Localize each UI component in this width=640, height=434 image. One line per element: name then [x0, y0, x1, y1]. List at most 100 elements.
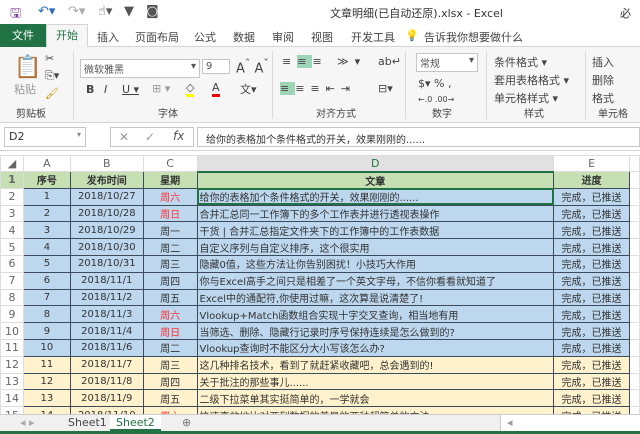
- cell[interactable]: [629, 322, 640, 340]
- row-header[interactable]: 4: [0, 221, 24, 240]
- format-cells-button[interactable]: 格式: [592, 92, 614, 105]
- cell[interactable]: 周日: [142, 204, 198, 223]
- tab-formulas[interactable]: 公式: [194, 31, 216, 44]
- table-format-button[interactable]: 套用表格格式 ▾: [494, 74, 570, 87]
- row-header[interactable]: 14: [0, 389, 24, 408]
- row-header[interactable]: 5: [0, 238, 24, 256]
- cell[interactable]: 完成，已推送: [553, 187, 630, 206]
- vertical-align-icons[interactable]: ≡≡≡ ≫▾: [282, 55, 367, 68]
- cell[interactable]: 12: [22, 372, 71, 391]
- cell[interactable]: 11: [22, 355, 71, 374]
- column-header[interactable]: E: [553, 155, 630, 172]
- horizontal-scrollbar[interactable]: ◂: [500, 415, 640, 431]
- border-icon[interactable]: ⊞ ▾: [152, 82, 171, 95]
- percent-icon[interactable]: $▾ % ,: [418, 77, 452, 90]
- cell[interactable]: 周六: [142, 305, 198, 324]
- cell[interactable]: 2018/11/4: [69, 322, 144, 340]
- user-name[interactable]: 必: [620, 7, 631, 20]
- cell[interactable]: Excel中的通配符,你使用过嘛，这次算是说清楚了!: [196, 288, 555, 307]
- cell[interactable]: 8: [22, 305, 71, 324]
- cell[interactable]: [629, 355, 640, 374]
- cell[interactable]: 2018/10/27: [69, 187, 144, 206]
- cell[interactable]: 完成，已推送: [553, 271, 630, 290]
- cell[interactable]: 周日: [142, 322, 198, 340]
- cell[interactable]: 2018/11/7: [69, 355, 144, 374]
- row-header[interactable]: 12: [0, 355, 24, 374]
- cell[interactable]: 二级下拉菜单其实挺简单的，一学就会: [196, 389, 555, 408]
- format-painter-icon[interactable]: 🖌: [45, 87, 59, 100]
- cell[interactable]: 给你的表格加个条件格式的开关，效果刚刚的......: [196, 187, 555, 206]
- undo-icon[interactable]: ↶▾: [38, 4, 56, 19]
- row-header[interactable]: 7: [0, 271, 24, 290]
- cell[interactable]: 完成，已推送: [553, 355, 630, 374]
- cell[interactable]: 周三: [142, 254, 198, 273]
- cell[interactable]: 2: [22, 204, 71, 223]
- tab-home[interactable]: 开始: [46, 24, 88, 48]
- phonetic-icon[interactable]: 文▾: [240, 83, 257, 96]
- cell[interactable]: [629, 372, 640, 391]
- enter-icon[interactable]: ✓: [145, 130, 156, 144]
- camera-icon[interactable]: ◙: [146, 4, 159, 19]
- cell[interactable]: 完成，已推送: [553, 221, 630, 240]
- formula-input[interactable]: 给你的表格加个条件格式的开关，效果刚刚的......: [197, 127, 640, 147]
- row-header[interactable]: 13: [0, 372, 24, 391]
- column-header[interactable]: A: [22, 155, 71, 172]
- sheet-tab[interactable]: Sheet1: [62, 415, 114, 431]
- cell[interactable]: 完成，已推送: [553, 288, 630, 307]
- cell-style-button[interactable]: 单元格样式 ▾: [494, 92, 559, 105]
- header-cell[interactable]: 星期: [142, 171, 198, 189]
- cell[interactable]: [629, 338, 640, 357]
- paste-icon[interactable]: 📋: [14, 55, 42, 80]
- cell[interactable]: 周二: [142, 238, 198, 256]
- tell-me-search[interactable]: 告诉我你想要做什么: [424, 31, 523, 44]
- cell[interactable]: [629, 271, 640, 290]
- cell[interactable]: 周三: [142, 355, 198, 374]
- column-header[interactable]: D: [196, 155, 555, 173]
- fill-color-icon[interactable]: ◇: [186, 81, 195, 97]
- horizontal-align-icons[interactable]: ≡≡≡⇤⇥: [280, 82, 357, 95]
- filter-icon[interactable]: ▼: [124, 4, 134, 19]
- cell[interactable]: 当筛选、删除、隐藏行记录时序号保持连续是怎么做到的?: [196, 322, 555, 340]
- cell[interactable]: 隐藏0值，这些方法让你告别困扰！小技巧大作用: [196, 254, 555, 273]
- font-name-select[interactable]: 微软雅黑 ▾: [80, 59, 200, 78]
- grow-font-icon[interactable]: Aˆ Aˇ: [236, 57, 269, 77]
- cell[interactable]: 完成，已推送: [553, 204, 630, 223]
- column-header[interactable]: [629, 155, 640, 172]
- cell[interactable]: 这几种排名技术，看到了就赶紧收藏吧，总会遇到的!: [196, 355, 555, 374]
- cell[interactable]: [629, 305, 640, 324]
- scroll-sheets-icon[interactable]: ◂ ▸: [20, 416, 35, 429]
- copy-icon[interactable]: ⎘▾: [45, 69, 60, 82]
- tab-developer[interactable]: 开发工具: [351, 31, 395, 44]
- row-header[interactable]: 6: [0, 254, 24, 273]
- cell[interactable]: 7: [22, 288, 71, 307]
- cell[interactable]: 2018/11/2: [69, 288, 144, 307]
- cell[interactable]: 干货 | 合并汇总指定文件夹下的工作簿中的工作表数据: [196, 221, 555, 240]
- font-size-select[interactable]: 9: [202, 59, 230, 74]
- number-format-select[interactable]: 常规 ▾: [416, 53, 478, 72]
- cell[interactable]: 2018/11/9: [69, 389, 144, 408]
- cell[interactable]: 自定义序列与自定义排序，这个很实用: [196, 238, 555, 256]
- cell[interactable]: 周四: [142, 372, 198, 391]
- cell[interactable]: [629, 204, 640, 223]
- cell[interactable]: 2018/11/8: [69, 372, 144, 391]
- cell[interactable]: 13: [22, 389, 71, 408]
- cell[interactable]: 关于批注的那些事儿......: [196, 372, 555, 391]
- row-header[interactable]: 11: [0, 338, 24, 357]
- cell[interactable]: 你与Excel高手之间只是相差了一个英文字母，不信你看看就知道了: [196, 271, 555, 290]
- cell[interactable]: [629, 389, 640, 408]
- decimal-icons[interactable]: ←.0 .00→: [418, 95, 455, 104]
- cell[interactable]: 5: [22, 254, 71, 273]
- conditional-format-button[interactable]: 条件格式 ▾: [494, 56, 548, 69]
- cut-icon[interactable]: ✂: [45, 52, 55, 65]
- cell[interactable]: 周四: [142, 271, 198, 290]
- cell[interactable]: 周五: [142, 288, 198, 307]
- column-header[interactable]: C: [142, 155, 198, 172]
- cell[interactable]: [629, 238, 640, 256]
- header-cell[interactable]: 进度: [553, 171, 630, 189]
- row-header[interactable]: 9: [0, 305, 24, 324]
- cell[interactable]: 周六: [142, 187, 198, 206]
- row-header[interactable]: 2: [0, 187, 24, 206]
- select-all[interactable]: ◢: [0, 155, 24, 172]
- touch-icon[interactable]: ☝▾: [98, 4, 113, 19]
- cell[interactable]: 1: [22, 187, 71, 206]
